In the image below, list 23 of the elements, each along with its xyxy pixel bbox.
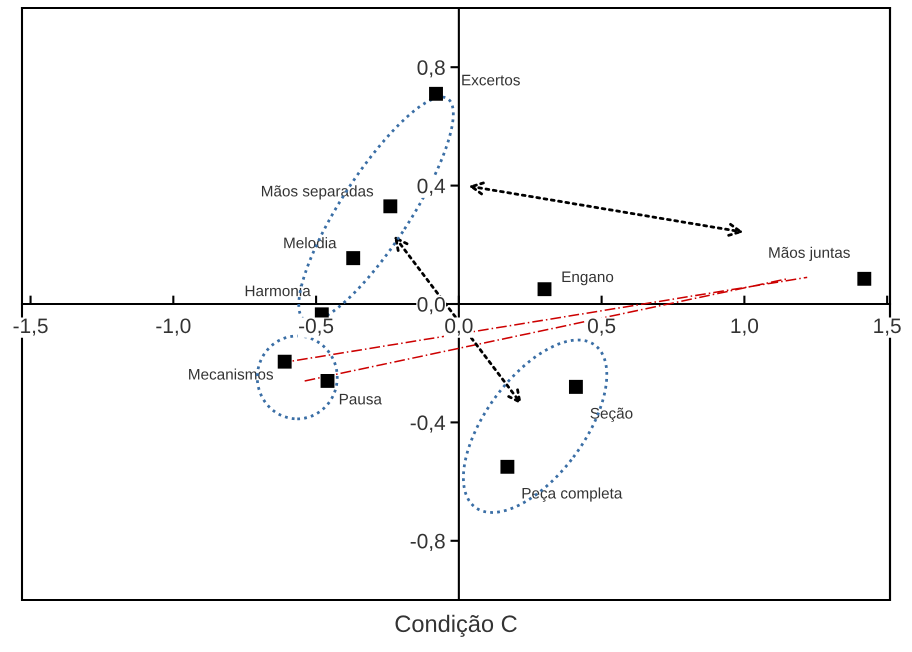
- series-label: Harmonia: [246, 285, 311, 296]
- x-tick-label: 0,0: [445, 318, 473, 336]
- x-tick-label: -1,5: [14, 318, 48, 336]
- series-label: Engano: [562, 272, 614, 286]
- x-tick-label: -0,5: [299, 318, 334, 336]
- y-tick-label: -0,4: [410, 415, 446, 433]
- x-tick-label: -1,0: [156, 318, 190, 336]
- y-tick-label: 0,4: [418, 178, 446, 196]
- x-axis-title: Condição C: [396, 614, 517, 637]
- series-label: Melodia: [284, 237, 337, 248]
- series-label: Excertos: [462, 74, 520, 86]
- y-tick-label: 0,8: [418, 60, 445, 78]
- x-tick-label: 0,5: [588, 318, 616, 336]
- series-label: Mãos juntas: [769, 246, 850, 261]
- x-tick-label: 1,0: [731, 318, 758, 336]
- series-label: Peça completa: [522, 487, 622, 502]
- series-label: Mãos separadas: [262, 185, 374, 200]
- series-label: Pausa: [340, 394, 382, 405]
- y-tick-label: -0,8: [410, 534, 445, 552]
- series-label: Mecanismos: [189, 368, 274, 380]
- series-label: Seção: [590, 408, 632, 422]
- x-tick-label: 1,5: [874, 318, 901, 336]
- y-tick-label: 0,0: [418, 297, 445, 314]
